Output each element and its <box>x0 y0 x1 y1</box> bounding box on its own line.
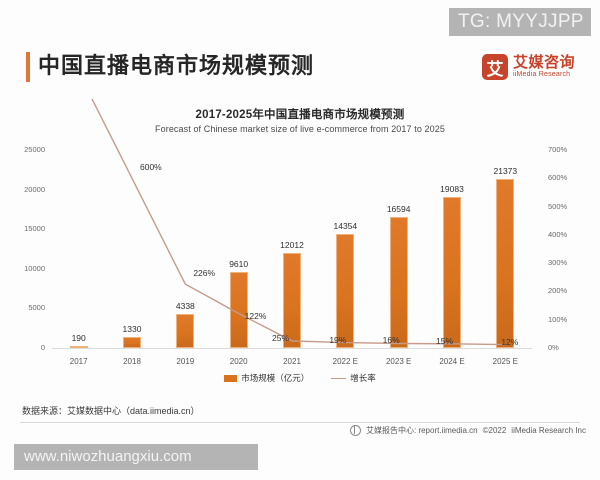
x-tick-label: 2020 <box>229 357 248 366</box>
report-center-link[interactable]: 艾媒报告中心: report.iimedia.cn <box>366 426 478 435</box>
growth-rate-label: 122% <box>244 311 267 322</box>
bar-value-label: 4338 <box>175 300 195 311</box>
bar[interactable] <box>443 196 461 348</box>
bar[interactable] <box>389 216 408 348</box>
legend-swatch-bar-icon <box>224 374 238 382</box>
title-accent-bar <box>26 52 30 82</box>
y-tick-right: 500% <box>548 201 568 211</box>
legend-item-bar[interactable]: 市场规模（亿元） <box>224 372 309 384</box>
y-tick-left: 5000 <box>28 303 45 313</box>
y-tick-left: 0 <box>40 343 45 352</box>
bar-column[interactable]: 21373 <box>494 150 517 348</box>
brand-name-cn: 艾媒咨询 <box>513 54 576 72</box>
chart-subtitle: Forecast of Chinese market size of live … <box>155 124 445 134</box>
growth-rate-label: 25% <box>272 332 290 343</box>
legend-item-line[interactable]: 增长率 <box>331 372 376 384</box>
x-tick-label: 2017 <box>69 357 88 366</box>
chart-plot-area: 0 5000 10000 15000 20000 25000 0% 100% 200% 300%… <box>0 98 600 395</box>
bar-column[interactable]: 19083 <box>440 150 464 348</box>
x-tick-label: 2022 E <box>332 357 358 366</box>
bar-value-label: 190 <box>71 333 86 344</box>
page-header: 中国直播电商市场规模预测 艾 艾媒咨询 iiMedia Research <box>0 50 600 96</box>
bar[interactable] <box>496 178 515 348</box>
x-tick-label: 2024 E <box>439 357 465 366</box>
bar[interactable] <box>336 234 355 348</box>
chart-legend: 市场规模（亿元） 增长率 <box>0 372 600 384</box>
bar-column[interactable]: 14354 <box>334 150 357 348</box>
bar[interactable] <box>123 337 141 348</box>
bar-value-label: 16594 <box>386 203 411 214</box>
y-tick-right: 100% <box>548 314 568 324</box>
growth-rate-label: 16% <box>382 335 400 346</box>
globe-icon <box>350 425 361 436</box>
bar-value-label: 14354 <box>333 221 358 232</box>
copyright-text: ©2022 <box>482 426 507 435</box>
y-tick-right: 200% <box>548 286 568 296</box>
bottom-watermark: www.niwozhuangxiu.com <box>14 444 258 470</box>
bar-value-label: 9610 <box>229 258 249 269</box>
legend-label-line: 增长率 <box>350 373 376 383</box>
bar-value-label: 19083 <box>440 183 464 194</box>
x-tick-label: 2019 <box>176 357 195 366</box>
legend-swatch-line-icon <box>331 377 347 379</box>
bar-value-label: 12012 <box>280 239 304 250</box>
growth-rate-label: 12% <box>501 336 519 347</box>
bar-column[interactable]: 9610 <box>229 150 248 348</box>
bar-column[interactable]: 4338 <box>176 150 195 348</box>
y-tick-right: 600% <box>548 173 568 183</box>
x-tick-label: 2018 <box>123 357 141 366</box>
growth-rate-label: 15% <box>436 335 454 346</box>
top-watermark: TG: MYYJJPP <box>449 8 591 36</box>
chart-title: 2017-2025年中国直播电商市场规模预测 <box>195 109 405 121</box>
imedia-logo-icon: 艾 <box>482 54 508 80</box>
growth-rate-line <box>91 98 506 346</box>
x-tick-label: 2021 <box>283 357 301 366</box>
data-source-note: 数据来源：艾媒数据中心（data.iimedia.cn） <box>22 406 200 416</box>
y-tick-left: 10000 <box>24 263 45 273</box>
y-tick-right: 300% <box>548 258 568 268</box>
brand-name-en: iiMedia Research <box>513 71 571 79</box>
brand-text: 艾媒咨询 iiMedia Research <box>513 55 575 78</box>
bar-column[interactable]: 12012 <box>280 150 304 348</box>
growth-rate-label: 600% <box>140 162 162 173</box>
page-title: 中国直播电商市场规模预测 <box>38 53 315 78</box>
bar[interactable] <box>69 346 88 348</box>
x-tick-label: 2025 E <box>492 357 518 366</box>
legend-label-bar: 市场规模（亿元） <box>241 373 310 383</box>
bar-value-label: 1330 <box>122 324 142 335</box>
axis-baseline <box>52 348 532 349</box>
brand-logo: 艾 艾媒咨询 iiMedia Research <box>482 54 575 80</box>
footer-right: 艾媒报告中心: report.iimedia.cn ©2022 iiMedia … <box>350 425 586 436</box>
bar[interactable] <box>176 313 195 348</box>
x-tick-label: 2023 E <box>385 357 412 366</box>
y-tick-right: 400% <box>548 229 568 239</box>
bar[interactable] <box>283 252 301 348</box>
bar-column[interactable]: 1330 <box>123 150 141 348</box>
footer-divider <box>20 422 580 423</box>
y-tick-left: 15000 <box>24 224 45 234</box>
y-tick-right: 700% <box>548 145 568 154</box>
y-tick-left: 20000 <box>24 184 45 194</box>
bar-column[interactable]: 190 <box>69 150 88 348</box>
y-tick-left: 25000 <box>24 145 45 154</box>
bar-column[interactable]: 16594 <box>387 150 410 348</box>
y-tick-right: 0% <box>548 343 559 352</box>
company-name: iiMedia Research Inc <box>511 426 586 435</box>
bar[interactable] <box>229 271 248 348</box>
growth-rate-label: 19% <box>329 334 347 345</box>
bar-value-label: 21373 <box>493 165 518 176</box>
growth-rate-label: 226% <box>193 268 216 279</box>
